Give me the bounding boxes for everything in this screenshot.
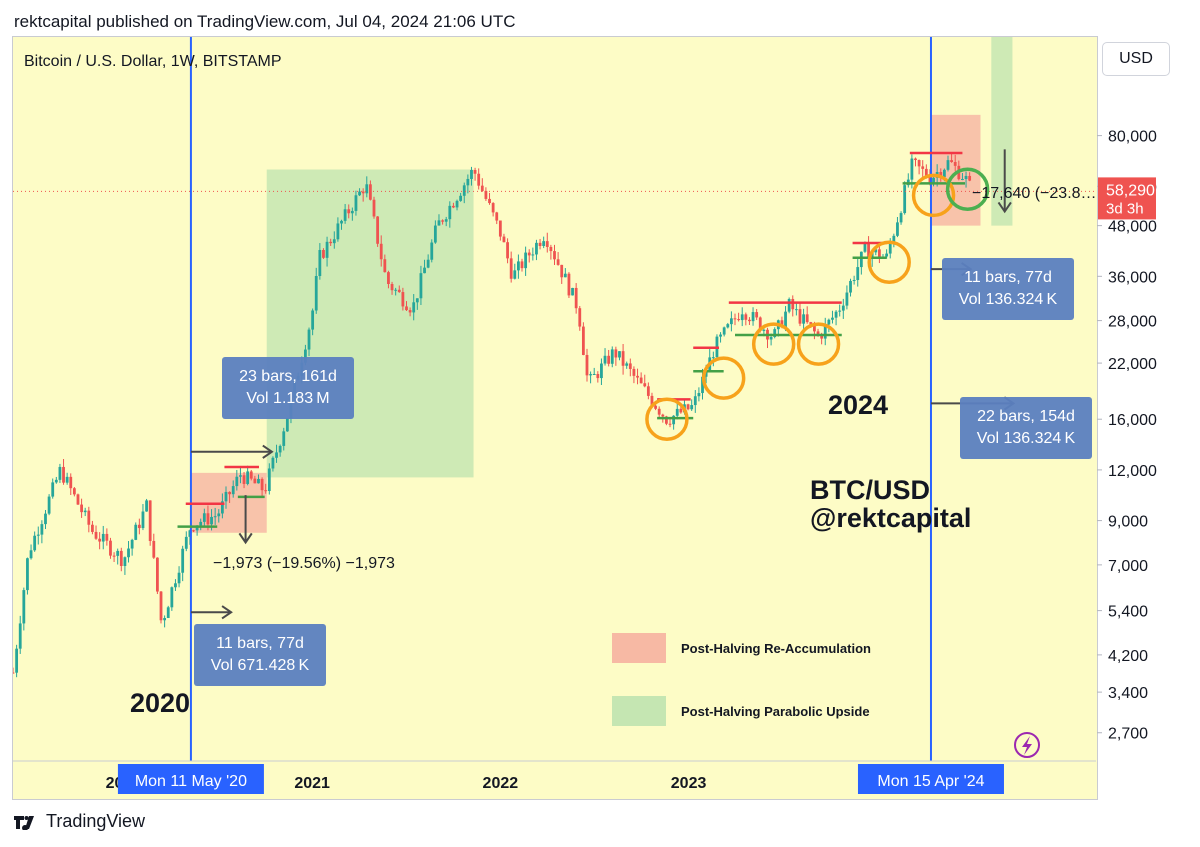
publisher-line: rektcapital published on TradingView.com…: [14, 12, 516, 31]
currency-button[interactable]: USD: [1102, 42, 1170, 76]
brand-name: TradingView: [46, 811, 146, 831]
tradingview-logo-icon: [14, 815, 34, 830]
price-scale[interactable]: [1097, 36, 1200, 798]
chart-pane[interactable]: [12, 36, 1098, 800]
tradingview-logo[interactable]: TradingView: [14, 811, 145, 832]
